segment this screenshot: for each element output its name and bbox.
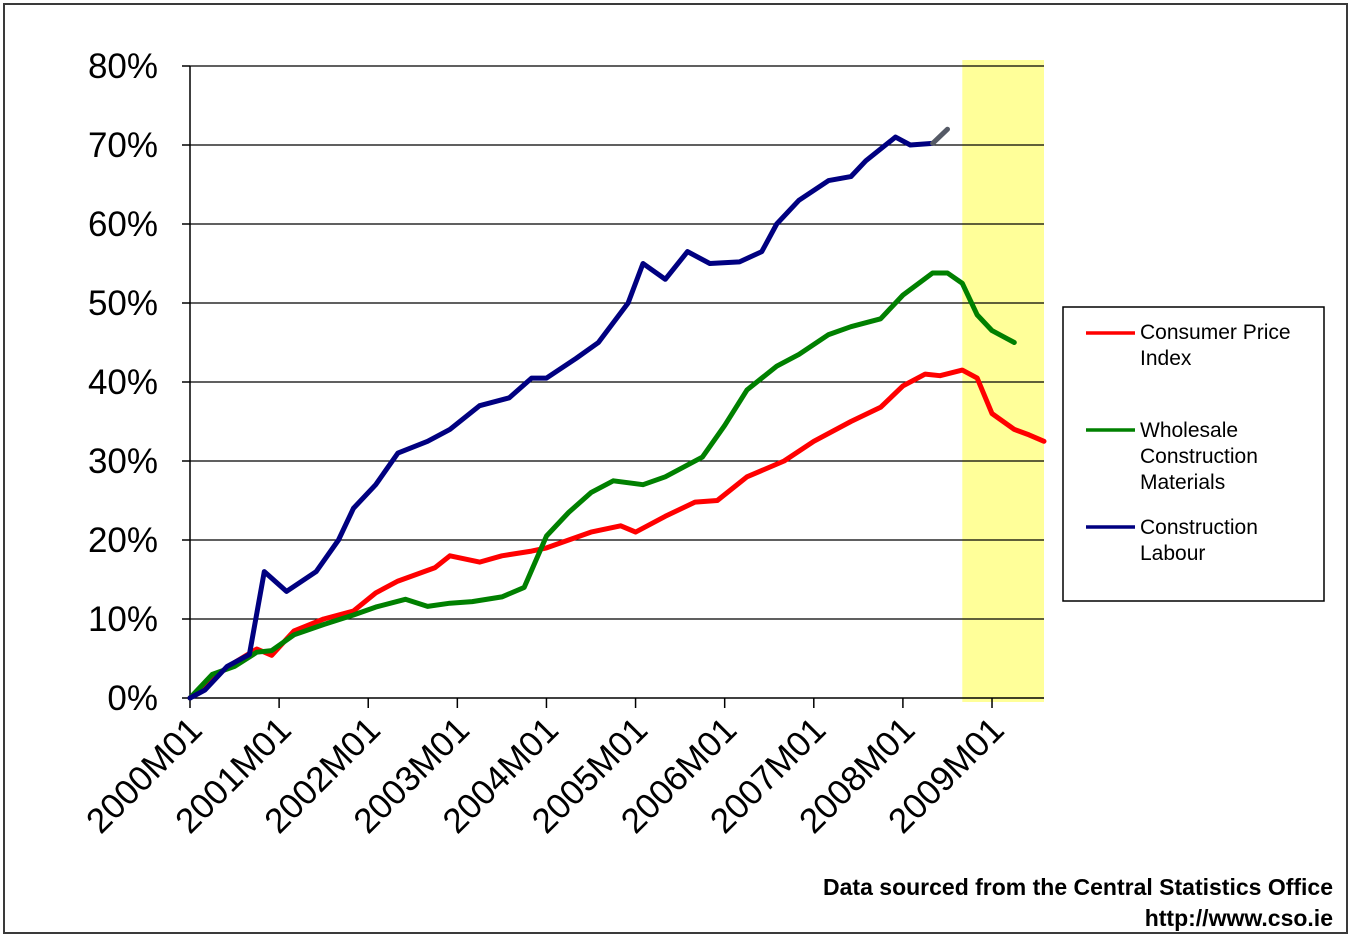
y-tick-label: 70% (88, 126, 158, 165)
y-tick-label: 0% (107, 679, 158, 718)
series-line-cpi (187, 367, 1047, 701)
y-tick-label: 40% (88, 363, 158, 402)
highlight-region-layer (962, 60, 1044, 702)
y-tick-label: 30% (88, 442, 158, 481)
series-line-wholesale-materials (187, 270, 1017, 701)
gridlines (190, 65, 1044, 620)
source-line-1: Data sourced from the Central Statistics… (823, 874, 1333, 900)
legend: Consumer Price Index Wholesale Construct… (1062, 306, 1325, 602)
x-axis-ticks: 2000M012001M012002M012003M012004M012005M… (79, 698, 1012, 841)
y-axis-ticks: 0% 10% 20% 30% 40% 50% 60% 70% 80% (88, 47, 190, 718)
series-line-labour (187, 134, 936, 701)
legend-label-wcm-2: Construction (1140, 445, 1258, 468)
legend-label-wcm-3: Materials (1140, 471, 1225, 494)
legend-label-labour-2: Labour (1140, 542, 1205, 565)
series-lines (187, 126, 1047, 701)
y-tick-label: 20% (88, 521, 158, 560)
highlight-region (962, 60, 1044, 702)
legend-label-cpi-2: Index (1140, 347, 1192, 370)
y-tick-label: 50% (88, 284, 158, 323)
legend-label-cpi: Consumer Price (1140, 321, 1291, 344)
legend-label-labour: Construction (1140, 516, 1258, 539)
series-line-labour-projection (930, 126, 950, 146)
source-url: http://www.cso.ie (1144, 905, 1333, 931)
y-tick-label: 10% (88, 600, 158, 639)
y-tick-label: 80% (88, 47, 158, 86)
legend-label-wcm: Wholesale (1140, 419, 1238, 442)
legend-box (1062, 306, 1325, 602)
source-credit: Data sourced from the Central Statistics… (823, 872, 1333, 934)
y-tick-label: 60% (88, 205, 158, 244)
